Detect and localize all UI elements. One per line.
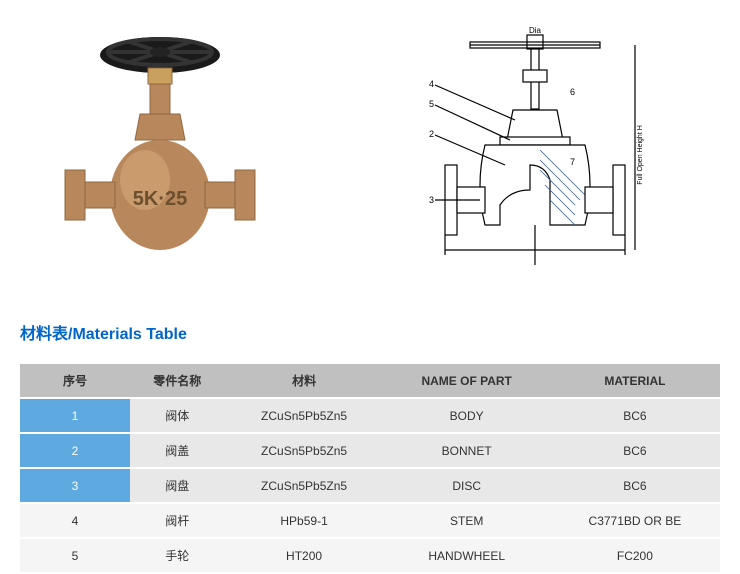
cell-name-en: BODY <box>384 398 550 433</box>
cell-mat-en: BC6 <box>550 468 720 503</box>
materials-table: 序号 零件名称 材料 NAME OF PART MATERIAL 1阀体ZCuS… <box>20 364 720 574</box>
cell-mat-cn: HT200 <box>225 538 384 573</box>
table-row: 1阀体ZCuSn5Pb5Zn5BODYBC6 <box>20 398 720 433</box>
cell-mat-en: BC6 <box>550 398 720 433</box>
callout-6: 6 <box>570 87 575 97</box>
cell-num: 3 <box>20 468 130 503</box>
valve-diagram: Dia Full Open Height H 4 5 2 3 7 6 <box>340 20 720 290</box>
cell-name-en: DISC <box>384 468 550 503</box>
valve-marking: 5K·25 <box>133 188 187 210</box>
callout-4: 4 <box>429 79 434 89</box>
valve-photo-svg: 5K·25 <box>60 30 260 280</box>
cell-num: 1 <box>20 398 130 433</box>
th-name-en: NAME OF PART <box>384 364 550 398</box>
callout-7: 7 <box>570 157 575 167</box>
cell-name-cn: 阀杆 <box>130 503 225 538</box>
th-mat-cn: 材料 <box>225 364 384 398</box>
cell-mat-en: C3771BD OR BE <box>550 503 720 538</box>
cell-name-cn: 阀盖 <box>130 433 225 468</box>
valve-diagram-svg: Dia Full Open Height H 4 5 2 3 7 6 <box>415 25 645 285</box>
table-body: 1阀体ZCuSn5Pb5Zn5BODYBC62阀盖ZCuSn5Pb5Zn5BON… <box>20 398 720 573</box>
table-header-row: 序号 零件名称 材料 NAME OF PART MATERIAL <box>20 364 720 398</box>
cell-name-cn: 手轮 <box>130 538 225 573</box>
cell-mat-cn: ZCuSn5Pb5Zn5 <box>225 398 384 433</box>
diagram-label-top: Dia <box>529 26 542 35</box>
th-num: 序号 <box>20 364 130 398</box>
callout-3: 3 <box>429 195 434 205</box>
valve-photo: 5K·25 <box>20 20 300 290</box>
table-row: 5手轮HT200HANDWHEELFC200 <box>20 538 720 573</box>
cell-name-cn: 阀体 <box>130 398 225 433</box>
callout-2: 2 <box>429 129 434 139</box>
table-row: 3阀盘ZCuSn5Pb5Zn5DISCBC6 <box>20 468 720 503</box>
th-name-cn: 零件名称 <box>130 364 225 398</box>
th-mat-en: MATERIAL <box>550 364 720 398</box>
table-row: 2阀盖ZCuSn5Pb5Zn5BONNETBC6 <box>20 433 720 468</box>
section-title: 材料表/Materials Table <box>20 320 720 344</box>
cell-num: 4 <box>20 503 130 538</box>
diagram-label-right: Full Open Height H <box>637 125 644 185</box>
cell-num: 2 <box>20 433 130 468</box>
cell-name-cn: 阀盘 <box>130 468 225 503</box>
callout-5: 5 <box>429 99 434 109</box>
cell-num: 5 <box>20 538 130 573</box>
cell-mat-en: BC6 <box>550 433 720 468</box>
cell-mat-cn: ZCuSn5Pb5Zn5 <box>225 468 384 503</box>
cell-name-en: HANDWHEEL <box>384 538 550 573</box>
cell-name-en: BONNET <box>384 433 550 468</box>
cell-mat-cn: ZCuSn5Pb5Zn5 <box>225 433 384 468</box>
cell-name-en: STEM <box>384 503 550 538</box>
cell-mat-cn: HPb59-1 <box>225 503 384 538</box>
cell-mat-en: FC200 <box>550 538 720 573</box>
table-row: 4阀杆HPb59-1STEMC3771BD OR BE <box>20 503 720 538</box>
top-section: 5K·25 <box>20 20 720 290</box>
